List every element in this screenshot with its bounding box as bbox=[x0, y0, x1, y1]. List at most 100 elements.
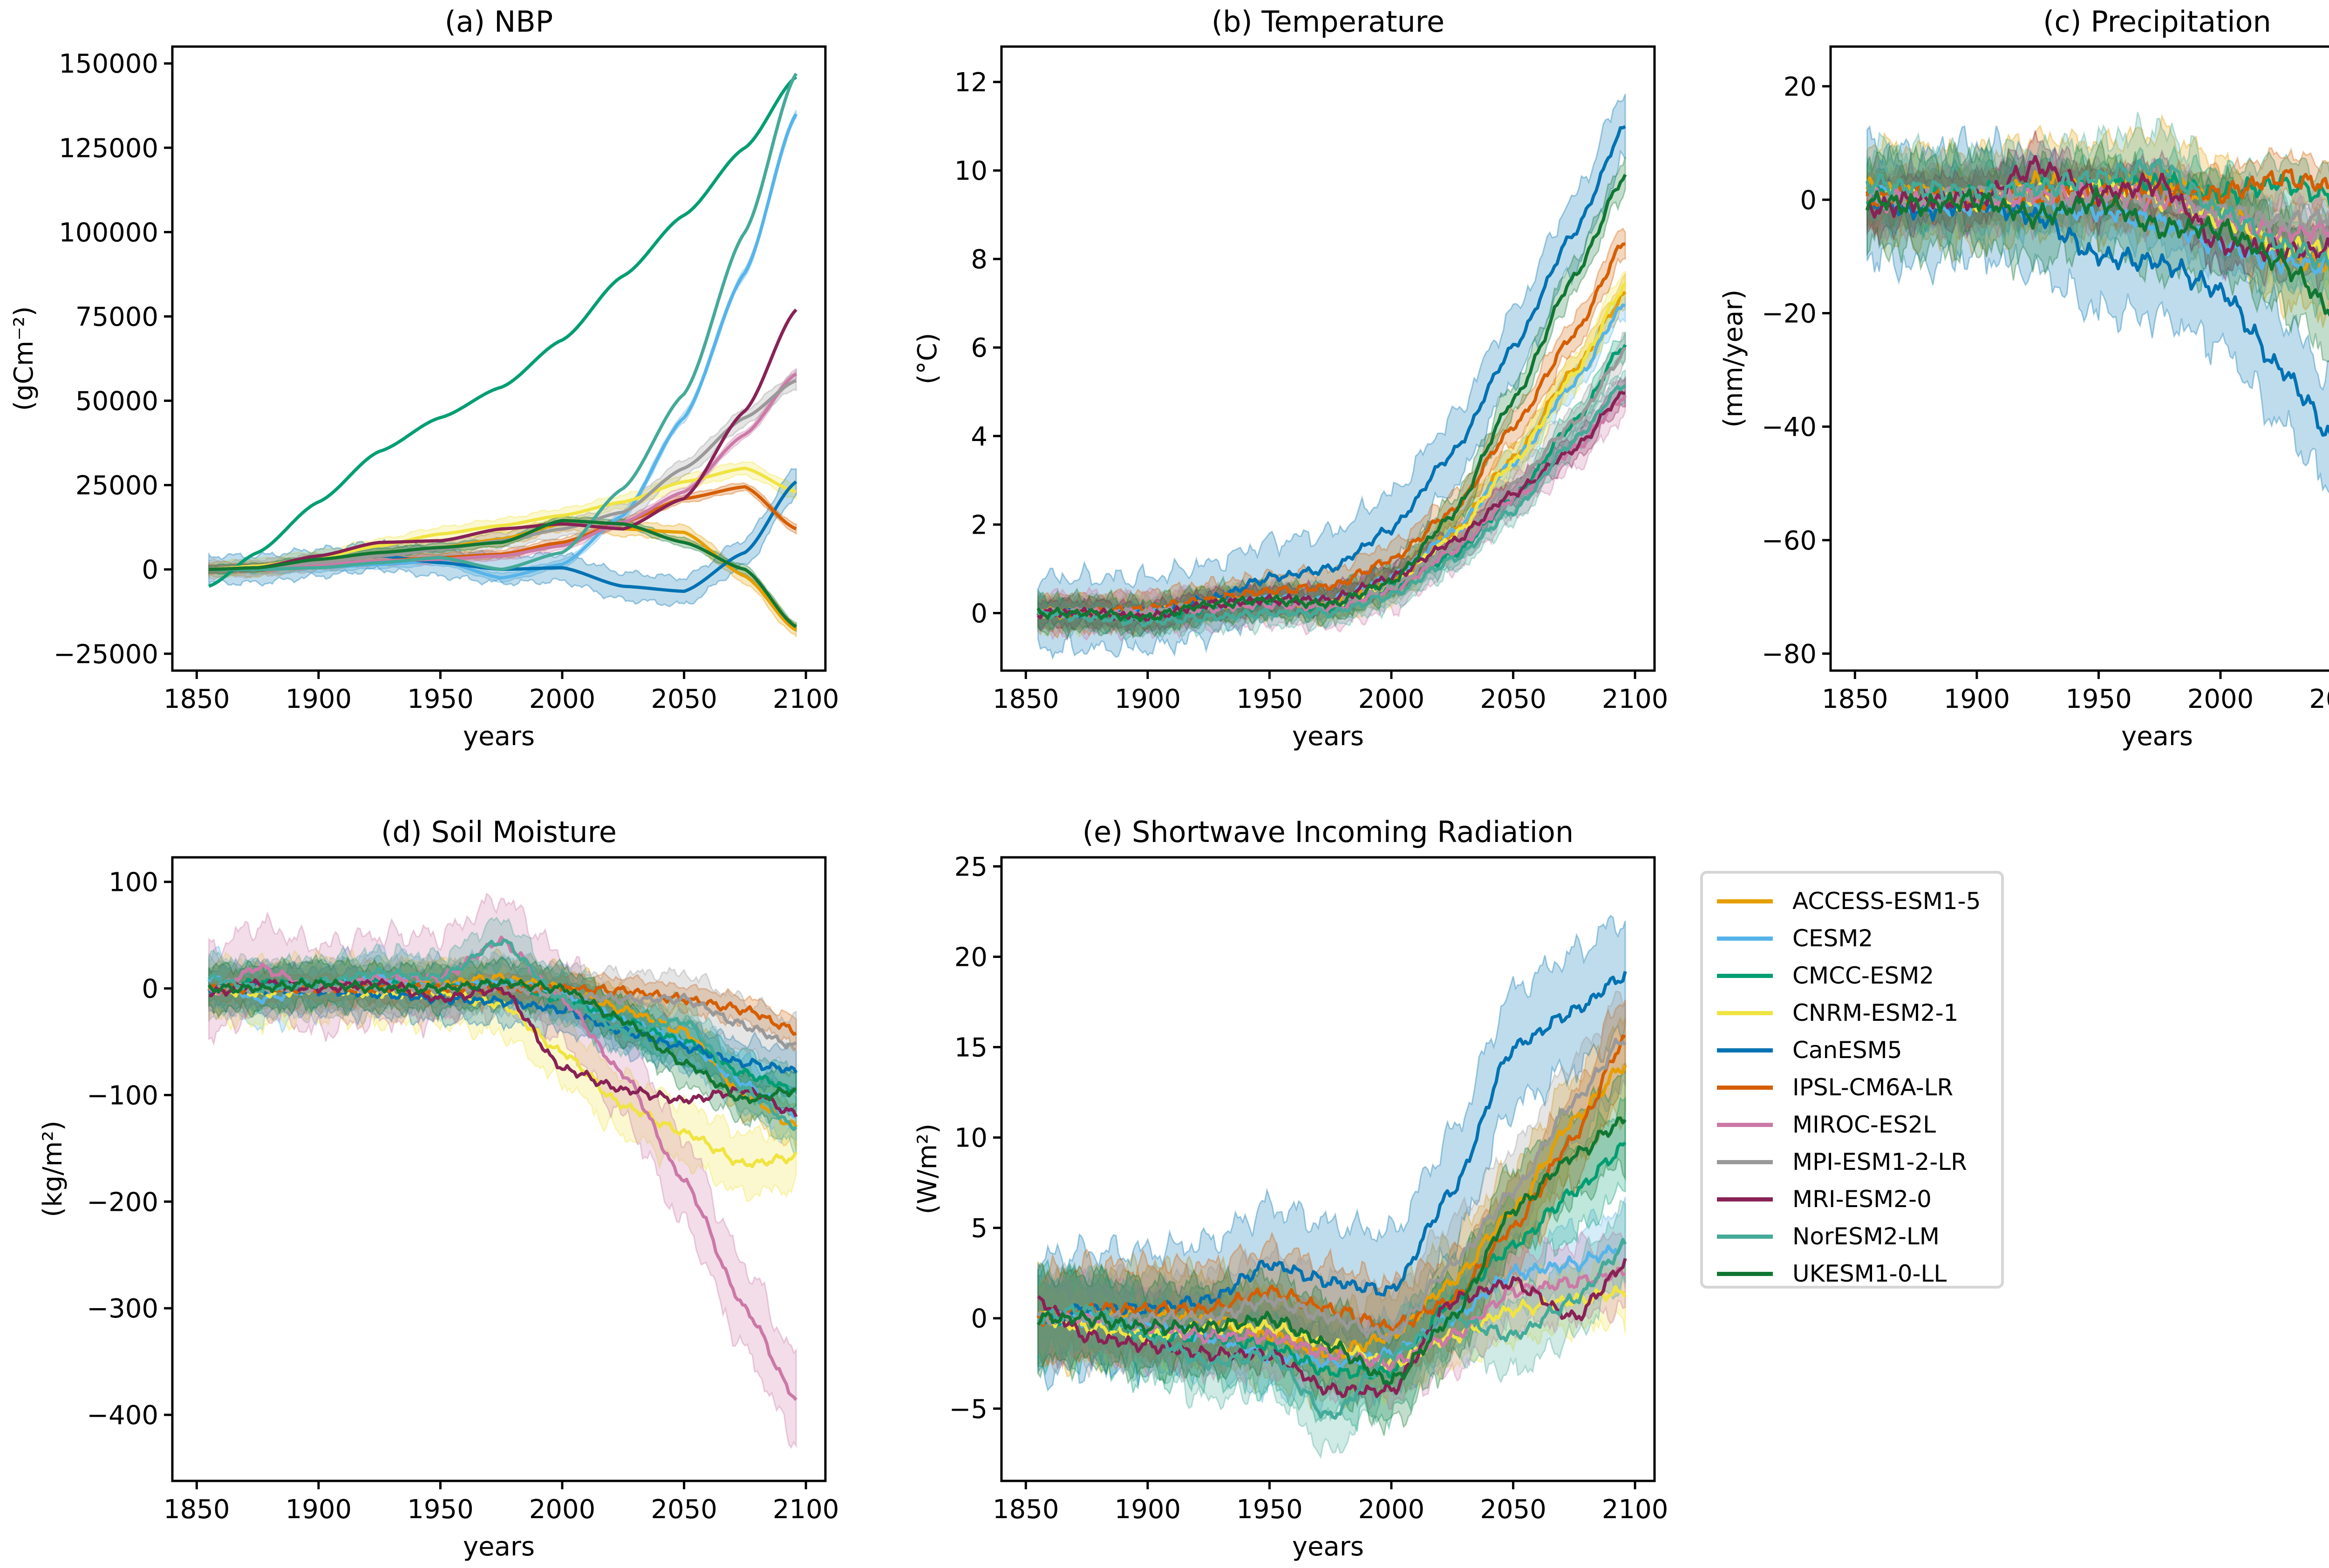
x-tick-label: 2000 bbox=[529, 684, 596, 714]
line-canesm5 bbox=[1037, 971, 1627, 1324]
x-tick-label: 2050 bbox=[1480, 684, 1546, 714]
y-axis-label: (°C) bbox=[913, 333, 943, 385]
band-noresm2-lm bbox=[1037, 1199, 1626, 1459]
x-axis-label: years bbox=[1292, 1532, 1364, 1562]
plot-area bbox=[208, 73, 798, 638]
legend-swatch bbox=[1717, 1160, 1773, 1164]
legend-label: CNRM-ESM2-1 bbox=[1792, 999, 1959, 1026]
line-cesm2 bbox=[1866, 181, 2329, 275]
x-axis-label: years bbox=[2121, 721, 2193, 752]
legend-label: IPSL-CM6A-LR bbox=[1792, 1074, 1954, 1101]
x-axis-label: years bbox=[463, 1532, 535, 1562]
legend-item: MPI-ESM1-2-LR bbox=[1703, 1144, 1967, 1180]
x-tick-label: 2050 bbox=[651, 684, 717, 714]
plot-area bbox=[1036, 915, 1627, 1459]
legend-swatch bbox=[1717, 936, 1773, 941]
line-ukesm1-0-ll bbox=[209, 519, 797, 628]
y-tick-label: 0 bbox=[142, 974, 158, 1005]
y-tick-label: −40 bbox=[1762, 412, 1817, 442]
legend-item: ACCESS-ESM1-5 bbox=[1703, 883, 1981, 919]
y-tick-label: 2 bbox=[971, 510, 987, 540]
y-axis-label: (kg/m²) bbox=[38, 1120, 68, 1217]
x-tick-label: 2050 bbox=[651, 1494, 717, 1525]
panel-precipitation: (c) Precipitation years (mm/year) 1850 19… bbox=[1718, 5, 2329, 752]
legend-swatch bbox=[1717, 1085, 1773, 1090]
band-cnrm-esm2-1 bbox=[1037, 270, 1626, 638]
axes-frame bbox=[171, 856, 827, 1482]
axes-frame bbox=[1000, 45, 1656, 672]
line-mpi-esm1-2-lr bbox=[1867, 184, 2329, 232]
x-tick-label: 2100 bbox=[1602, 684, 1668, 714]
x-tick-label: 1850 bbox=[993, 1494, 1059, 1525]
line-noresm2-lm bbox=[1037, 1238, 1627, 1420]
line-mri-esm2-0 bbox=[1037, 1258, 1627, 1398]
line-mpi-esm1-2-lr bbox=[209, 982, 797, 1050]
panel-shortwave-radiation: (e) Shortwave Incoming Radiation years (… bbox=[913, 815, 1668, 1562]
x-tick-label: 2100 bbox=[1602, 1494, 1668, 1525]
axes-frame bbox=[171, 45, 827, 672]
y-tick-label: 12 bbox=[954, 68, 987, 98]
y-tick-label: 0 bbox=[142, 555, 158, 585]
panel-title: (e) Shortwave Incoming Radiation bbox=[1083, 815, 1573, 849]
series-group bbox=[1866, 111, 2329, 494]
y-tick-label: 15 bbox=[954, 1033, 987, 1063]
legend-swatch bbox=[1717, 1234, 1773, 1239]
y-tick-label: −300 bbox=[87, 1294, 158, 1324]
band-noresm2-lm bbox=[1866, 111, 2329, 319]
band-access-esm1-5 bbox=[1866, 113, 2329, 328]
y-tick-label: 75000 bbox=[75, 302, 158, 332]
x-tick-label: 1900 bbox=[286, 684, 352, 714]
legend-label: UKESM1-0-LL bbox=[1792, 1260, 1947, 1287]
y-tick-label: 6 bbox=[971, 333, 987, 363]
series-group bbox=[208, 73, 798, 638]
x-tick-label: 1950 bbox=[407, 1494, 474, 1525]
line-cmcc-esm2 bbox=[208, 75, 797, 588]
y-tick-label: 0 bbox=[971, 1304, 987, 1334]
band-mpi-esm1-2-lr bbox=[1037, 991, 1626, 1390]
plot-area bbox=[207, 892, 798, 1449]
y-tick-label: 20 bbox=[954, 942, 987, 972]
y-tick-label: 10 bbox=[954, 156, 987, 186]
legend-swatch bbox=[1717, 973, 1773, 978]
legend-item: MRI-ESM2-0 bbox=[1703, 1181, 1932, 1217]
y-tick-label: −5 bbox=[949, 1394, 987, 1425]
legend-item: NorESM2-LM bbox=[1703, 1218, 1940, 1255]
y-tick-label: −20 bbox=[1762, 299, 1817, 329]
band-cesm2 bbox=[208, 109, 797, 584]
series-group bbox=[1036, 94, 1627, 660]
x-tick-label: 1950 bbox=[1236, 1494, 1303, 1525]
legend-label: MRI-ESM2-0 bbox=[1792, 1186, 1932, 1213]
legend-item: UKESM1-0-LL bbox=[1703, 1256, 1947, 1292]
plot-area bbox=[1866, 111, 2329, 494]
legend-label: CMCC-ESM2 bbox=[1792, 962, 1934, 989]
x-tick-label: 1900 bbox=[286, 1494, 352, 1525]
x-tick-label: 2050 bbox=[1480, 1494, 1546, 1525]
y-tick-label: 125000 bbox=[59, 133, 158, 163]
band-cnrm-esm2-1 bbox=[208, 949, 797, 1202]
x-tick-label: 1850 bbox=[1822, 684, 1888, 714]
band-canesm5 bbox=[208, 468, 797, 607]
y-tick-label: 100000 bbox=[59, 217, 158, 248]
y-tick-label: 0 bbox=[1800, 185, 1817, 216]
y-tick-label: 20 bbox=[1784, 72, 1817, 102]
panel-title: (d) Soil Moisture bbox=[381, 815, 617, 849]
y-tick-label: 50000 bbox=[75, 387, 158, 417]
x-tick-label: 2000 bbox=[1358, 1494, 1425, 1525]
x-tick-label: 1850 bbox=[993, 684, 1059, 714]
line-noresm2-lm bbox=[207, 938, 797, 1131]
x-tick-label: 2000 bbox=[1358, 684, 1425, 714]
legend-label: ACCESS-ESM1-5 bbox=[1792, 888, 1981, 915]
x-tick-label: 2050 bbox=[2309, 684, 2329, 714]
y-tick-label: −400 bbox=[87, 1400, 158, 1431]
y-tick-label: 25 bbox=[954, 852, 987, 882]
legend-item: CESM2 bbox=[1703, 920, 1873, 957]
y-tick-label: −60 bbox=[1762, 526, 1817, 556]
y-tick-label: −200 bbox=[87, 1187, 158, 1217]
legend-item: MIROC-ES2L bbox=[1703, 1106, 1936, 1143]
line-ukesm1-0-ll bbox=[1036, 1116, 1627, 1385]
legend-item: CanESM5 bbox=[1703, 1032, 1902, 1068]
x-tick-label: 2100 bbox=[773, 684, 839, 714]
x-tick-label: 1900 bbox=[1944, 684, 2010, 714]
x-tick-label: 1950 bbox=[1236, 684, 1303, 714]
y-tick-label: 0 bbox=[971, 598, 987, 629]
